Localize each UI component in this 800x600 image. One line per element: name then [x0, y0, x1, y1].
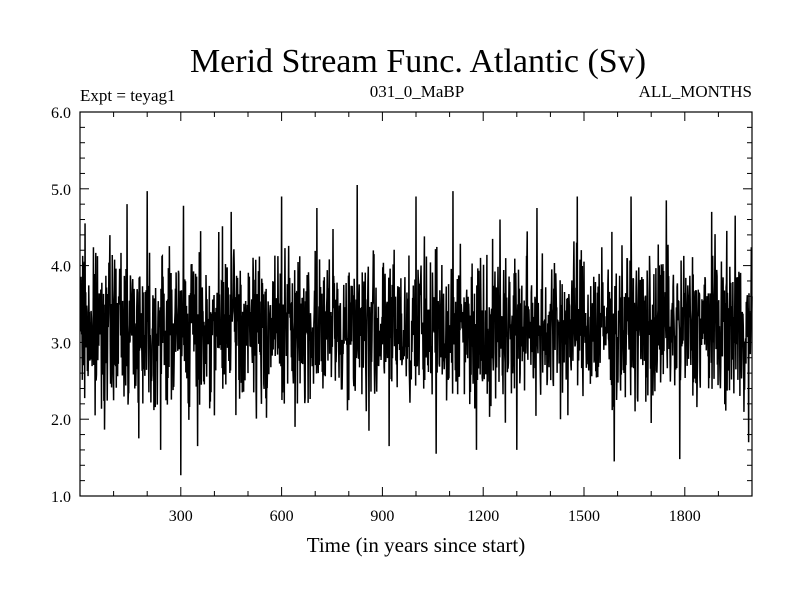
x-tick-label: 600 — [270, 508, 294, 525]
x-tick-label: 1200 — [467, 508, 499, 525]
y-tick-label: 2.0 — [51, 412, 71, 429]
y-tick-label: 4.0 — [51, 259, 71, 276]
axis-ticks — [80, 112, 752, 496]
x-tick-label: 300 — [169, 508, 193, 525]
x-tick-label: 1800 — [669, 508, 701, 525]
plot-area — [79, 111, 753, 497]
y-tick-label: 3.0 — [51, 335, 71, 352]
chart-title: Merid Stream Func. Atlantic (Sv) — [190, 43, 646, 80]
x-tick-label: 1500 — [568, 508, 600, 525]
y-tick-label: 6.0 — [51, 105, 71, 122]
chart-subtitle-left: Expt = teyag1 — [80, 86, 176, 105]
y-tick-label: 5.0 — [51, 182, 71, 199]
x-axis-label: Time (in years since start) — [307, 533, 526, 557]
chart-subtitle-center: 031_0_MaBP — [370, 82, 464, 101]
x-tick-label: 900 — [370, 508, 394, 525]
y-tick-label: 1.0 — [51, 489, 71, 506]
tick-labels: 300 600 900 1200 1500 1800 1.0 2.0 3.0 4.0 5.0 6.0 — [51, 105, 701, 525]
series-line — [79, 184, 753, 476]
chart-subtitle-right: ALL_MONTHS — [639, 82, 752, 101]
